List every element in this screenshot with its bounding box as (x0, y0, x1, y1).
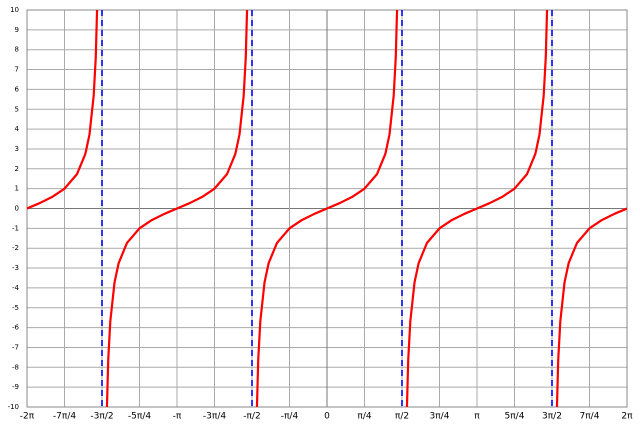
y-tick-label: -1 (12, 224, 19, 232)
x-tick-label: π/4 (357, 412, 371, 422)
y-tick-label: -5 (12, 304, 19, 312)
x-tick-label: -2π (20, 412, 35, 422)
x-tick-label: -3π/4 (203, 412, 226, 422)
y-tick-label: 0 (15, 205, 19, 213)
x-tick-label: 5π/4 (505, 412, 525, 422)
x-tick-label: -3π/2 (90, 412, 113, 422)
y-tick-label: -8 (12, 363, 19, 371)
curve (27, 10, 627, 407)
x-tick-label: -π/2 (243, 412, 260, 422)
x-tick-label: -π/4 (281, 412, 299, 422)
y-tick-label: -6 (12, 324, 20, 332)
x-tick-label: 0 (324, 412, 330, 422)
x-tick-label: 3π/2 (542, 412, 562, 422)
x-tick-label: -5π/4 (128, 412, 151, 422)
y-tick-label: 3 (15, 145, 19, 153)
y-tick-label: -9 (12, 383, 19, 391)
y-tick-label: 5 (15, 105, 19, 113)
y-tick-label: 8 (15, 46, 19, 54)
y-tick-label: 1 (15, 185, 19, 193)
y-tick-label: -3 (12, 264, 19, 272)
x-tick-label: -7π/4 (53, 412, 76, 422)
x-tick-label: -π (173, 412, 182, 422)
y-tick-label: 2 (15, 165, 19, 173)
y-tick-label: -4 (12, 284, 20, 292)
x-tick-label: 2π (621, 412, 633, 422)
y-tick-label: 7 (15, 66, 19, 74)
x-tick-label: 7π/4 (580, 412, 600, 422)
y-tick-label: 10 (10, 6, 19, 14)
y-tick-label: -2 (12, 244, 19, 252)
x-tick-label: π (474, 412, 480, 422)
x-tick-label: 3π/4 (430, 412, 450, 422)
y-tick-label: 6 (15, 85, 20, 93)
y-tick-label: 9 (15, 26, 19, 34)
y-tick-label: -10 (8, 403, 19, 411)
y-tick-label: -7 (12, 343, 19, 351)
x-tick-label: π/2 (395, 412, 409, 422)
y-tick-label: 4 (15, 125, 20, 133)
